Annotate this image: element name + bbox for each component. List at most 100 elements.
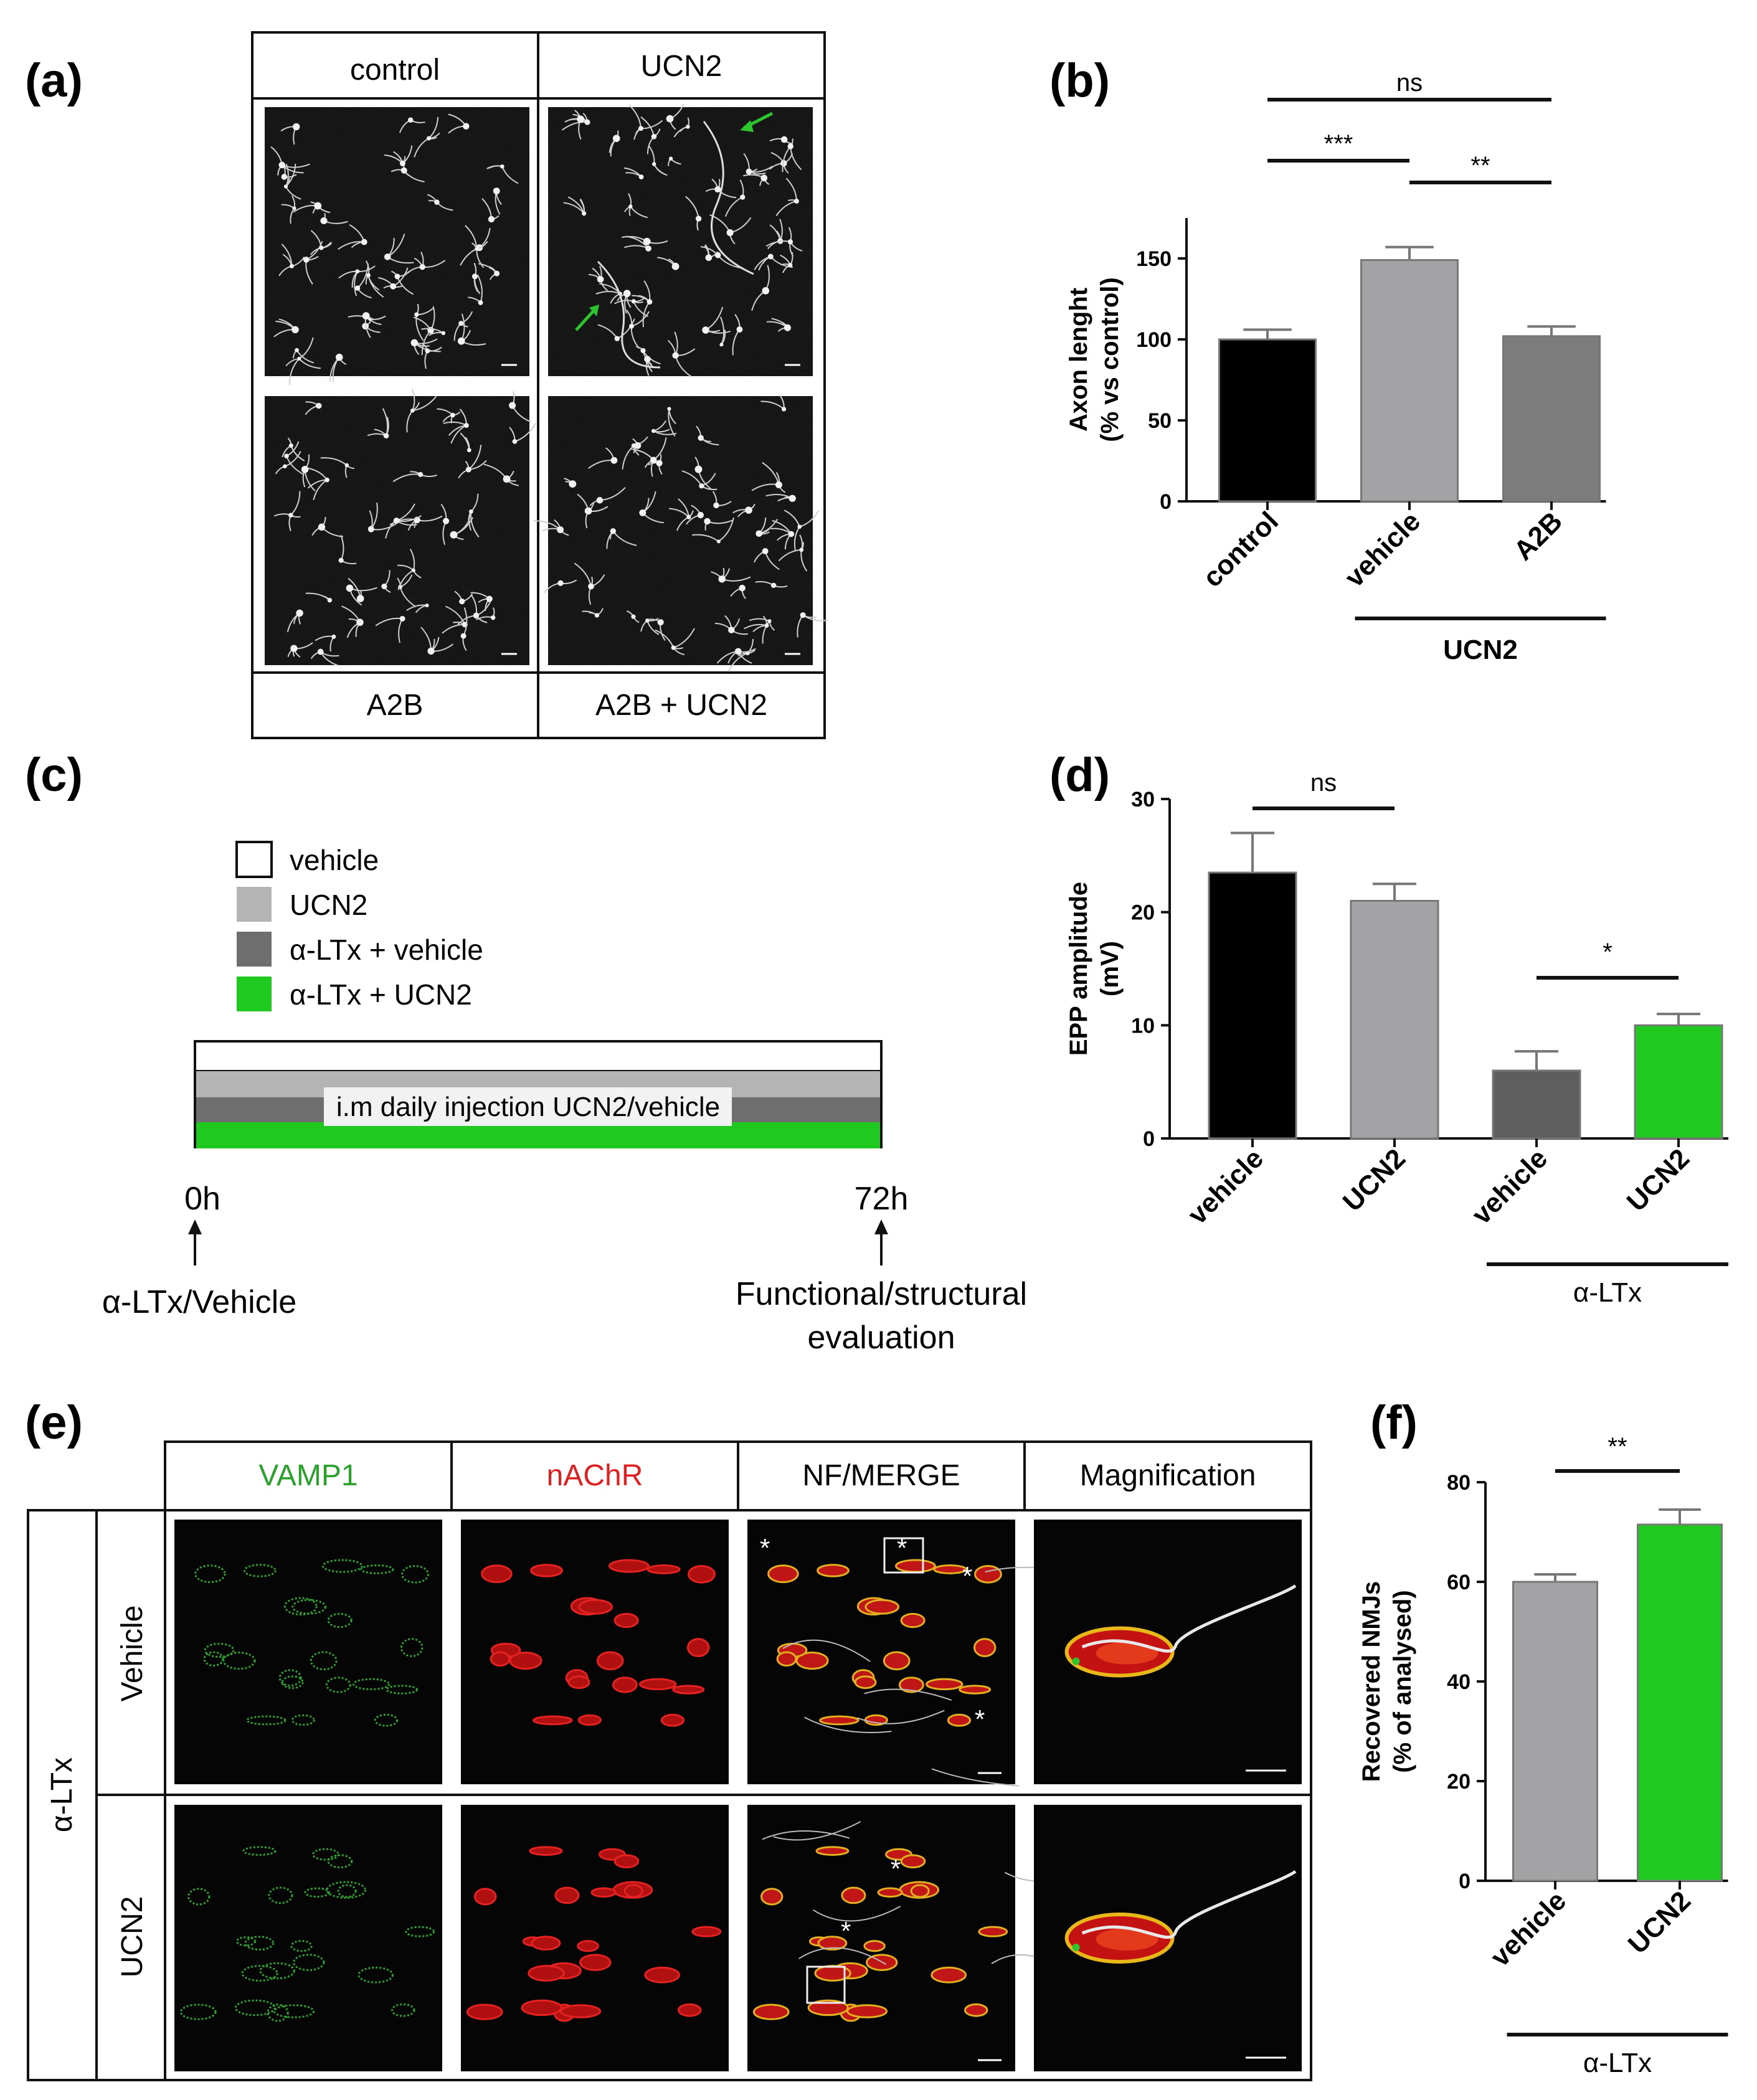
y-tick-label: 60 — [1447, 1571, 1470, 1594]
x-tick-label: A2B — [1508, 506, 1568, 566]
neurite — [397, 569, 414, 590]
vamp1-signal — [327, 1854, 353, 1869]
nachr-signal — [646, 1564, 681, 1574]
neurite — [320, 457, 348, 466]
nmj-inner — [1096, 1642, 1158, 1665]
cell-body — [443, 518, 450, 524]
cell-body — [584, 119, 590, 125]
long-axon — [597, 260, 661, 369]
y-tick-label: 20 — [1447, 1770, 1470, 1794]
bar — [1360, 259, 1459, 503]
bar — [1218, 338, 1317, 503]
cell-body — [582, 211, 587, 216]
x-tick-label: vehicle — [1485, 1885, 1572, 1972]
vamp1-signal — [281, 1675, 304, 1690]
y-tick-label: 80 — [1447, 1471, 1470, 1495]
cell-body — [344, 463, 349, 468]
neurite — [762, 620, 770, 644]
image-noise — [265, 107, 529, 376]
y-tick-label: 50 — [1148, 409, 1172, 433]
asterisk-marker: * — [962, 1561, 972, 1591]
cell-body — [475, 247, 479, 251]
cell-body — [410, 408, 415, 413]
cell-body — [557, 580, 564, 586]
y-axis-label-units: (% of analysed) — [1389, 1590, 1416, 1772]
cell-body — [746, 168, 752, 175]
cell-body — [471, 273, 478, 280]
nmj-merge — [846, 2004, 888, 2018]
row-group-label: α-LTx — [45, 1757, 78, 1832]
nachr-signal — [521, 1999, 562, 2017]
x-tick-label: vehicle — [1339, 506, 1426, 593]
cell-body — [346, 584, 354, 592]
nmj-merge — [817, 1564, 850, 1577]
panel-letter-d: (d) — [1049, 749, 1110, 802]
cell-body — [597, 276, 604, 283]
nachr-signal — [466, 2003, 503, 2020]
cell-body — [780, 160, 787, 167]
legend-label-altx-ucn2: α-LTx + UCN2 — [290, 978, 472, 1011]
nmj-merge — [863, 1940, 886, 1952]
nmj-merge — [815, 1846, 850, 1856]
cell-body — [400, 167, 407, 174]
cell-body — [295, 348, 299, 352]
nerve-fiber — [804, 1716, 892, 1733]
cell-body — [716, 539, 721, 544]
bar — [1208, 871, 1297, 1140]
x-tick-label: vehicle — [1182, 1143, 1269, 1230]
cell-body — [610, 456, 618, 464]
micrograph-control — [265, 107, 529, 385]
cell-body — [512, 439, 518, 444]
nachr-signal — [686, 1638, 710, 1657]
cell-body — [671, 645, 676, 650]
cell-body — [686, 514, 691, 519]
micrograph-mag-vehicle — [1034, 1520, 1302, 1784]
y-axis-label-units: (% vs control) — [1096, 277, 1124, 442]
cell-body — [770, 582, 777, 589]
vamp1-signal — [267, 2003, 289, 2022]
significance-label: * — [1603, 939, 1613, 966]
cell-body — [500, 164, 504, 169]
nachr-signal — [577, 1940, 599, 1952]
cell-body — [739, 585, 746, 592]
cell-body — [671, 262, 680, 270]
asterisk-marker: * — [975, 1705, 985, 1734]
start-event: α-LTx/Vehicle — [102, 1284, 296, 1320]
x-tick-label: UCN2 — [1621, 1143, 1695, 1217]
legend-label-vehicle: vehicle — [290, 844, 379, 876]
cell-body — [799, 547, 804, 552]
cell-body — [631, 299, 636, 304]
cell-body — [466, 448, 471, 453]
cell-body — [292, 206, 296, 210]
nachr-signal — [644, 1966, 680, 1984]
cell-body — [745, 506, 752, 514]
label-a2b-ucn2: A2B + UCN2 — [595, 689, 767, 722]
magnified-region-box — [883, 1537, 924, 1574]
cell-body — [303, 257, 310, 263]
cell-body — [338, 557, 344, 563]
nmj-merge — [900, 1854, 926, 1869]
panel-letter-a: (a) — [25, 54, 83, 107]
cell-body — [335, 353, 343, 361]
vamp1-signal — [304, 1887, 330, 1898]
vamp1-signal — [241, 1965, 278, 1982]
vamp1-signal — [235, 1936, 256, 1947]
vamp1-signal — [290, 1940, 313, 1952]
vamp1-signal — [283, 1597, 318, 1616]
cell-body — [320, 217, 328, 225]
nachr-signal — [481, 1564, 513, 1584]
nmj-merge — [776, 1651, 797, 1667]
micrograph-nachr-ucn2 — [461, 1805, 729, 2071]
nachr-signal — [490, 1651, 511, 1667]
cell-body — [668, 156, 673, 161]
cell-body — [789, 494, 796, 502]
cell-body — [419, 263, 425, 270]
cell-body — [418, 471, 424, 477]
cell-body — [331, 634, 336, 639]
cell-body — [793, 199, 799, 204]
cell-body — [362, 312, 370, 320]
nerve-fiber — [931, 1768, 1020, 1787]
nmj-merge — [883, 1651, 911, 1671]
vamp1-spot — [1072, 1657, 1080, 1665]
nmj-merge — [841, 1886, 866, 1904]
